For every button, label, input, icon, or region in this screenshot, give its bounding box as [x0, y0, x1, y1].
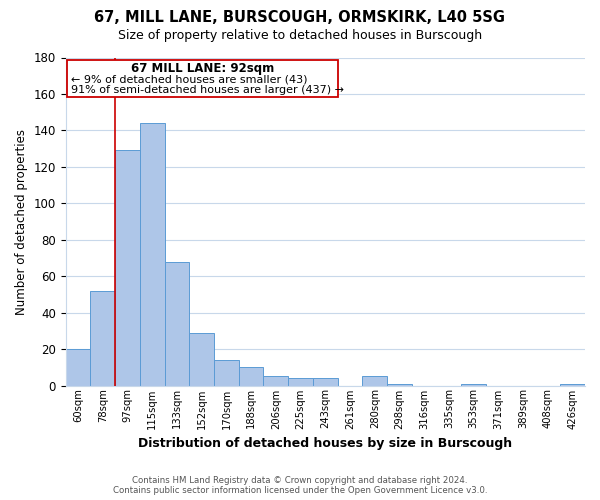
Bar — [164, 262, 190, 386]
Bar — [461, 384, 486, 386]
Bar — [560, 384, 585, 386]
Bar — [387, 384, 412, 386]
FancyBboxPatch shape — [67, 60, 338, 96]
Bar — [190, 332, 214, 386]
Text: 67, MILL LANE, BURSCOUGH, ORMSKIRK, L40 5SG: 67, MILL LANE, BURSCOUGH, ORMSKIRK, L40 … — [95, 10, 505, 25]
Text: Contains HM Land Registry data © Crown copyright and database right 2024.
Contai: Contains HM Land Registry data © Crown c… — [113, 476, 487, 495]
Text: ← 9% of detached houses are smaller (43): ← 9% of detached houses are smaller (43) — [71, 74, 307, 84]
Text: 91% of semi-detached houses are larger (437) →: 91% of semi-detached houses are larger (… — [71, 85, 344, 95]
X-axis label: Distribution of detached houses by size in Burscough: Distribution of detached houses by size … — [138, 437, 512, 450]
Text: 67 MILL LANE: 92sqm: 67 MILL LANE: 92sqm — [131, 62, 274, 75]
Bar — [140, 123, 164, 386]
Y-axis label: Number of detached properties: Number of detached properties — [15, 128, 28, 314]
Bar — [288, 378, 313, 386]
Text: Size of property relative to detached houses in Burscough: Size of property relative to detached ho… — [118, 29, 482, 42]
Bar — [115, 150, 140, 386]
Bar — [362, 376, 387, 386]
Bar — [239, 368, 263, 386]
Bar — [263, 376, 288, 386]
Bar — [214, 360, 239, 386]
Bar — [91, 291, 115, 386]
Bar — [65, 349, 91, 386]
Bar — [313, 378, 338, 386]
